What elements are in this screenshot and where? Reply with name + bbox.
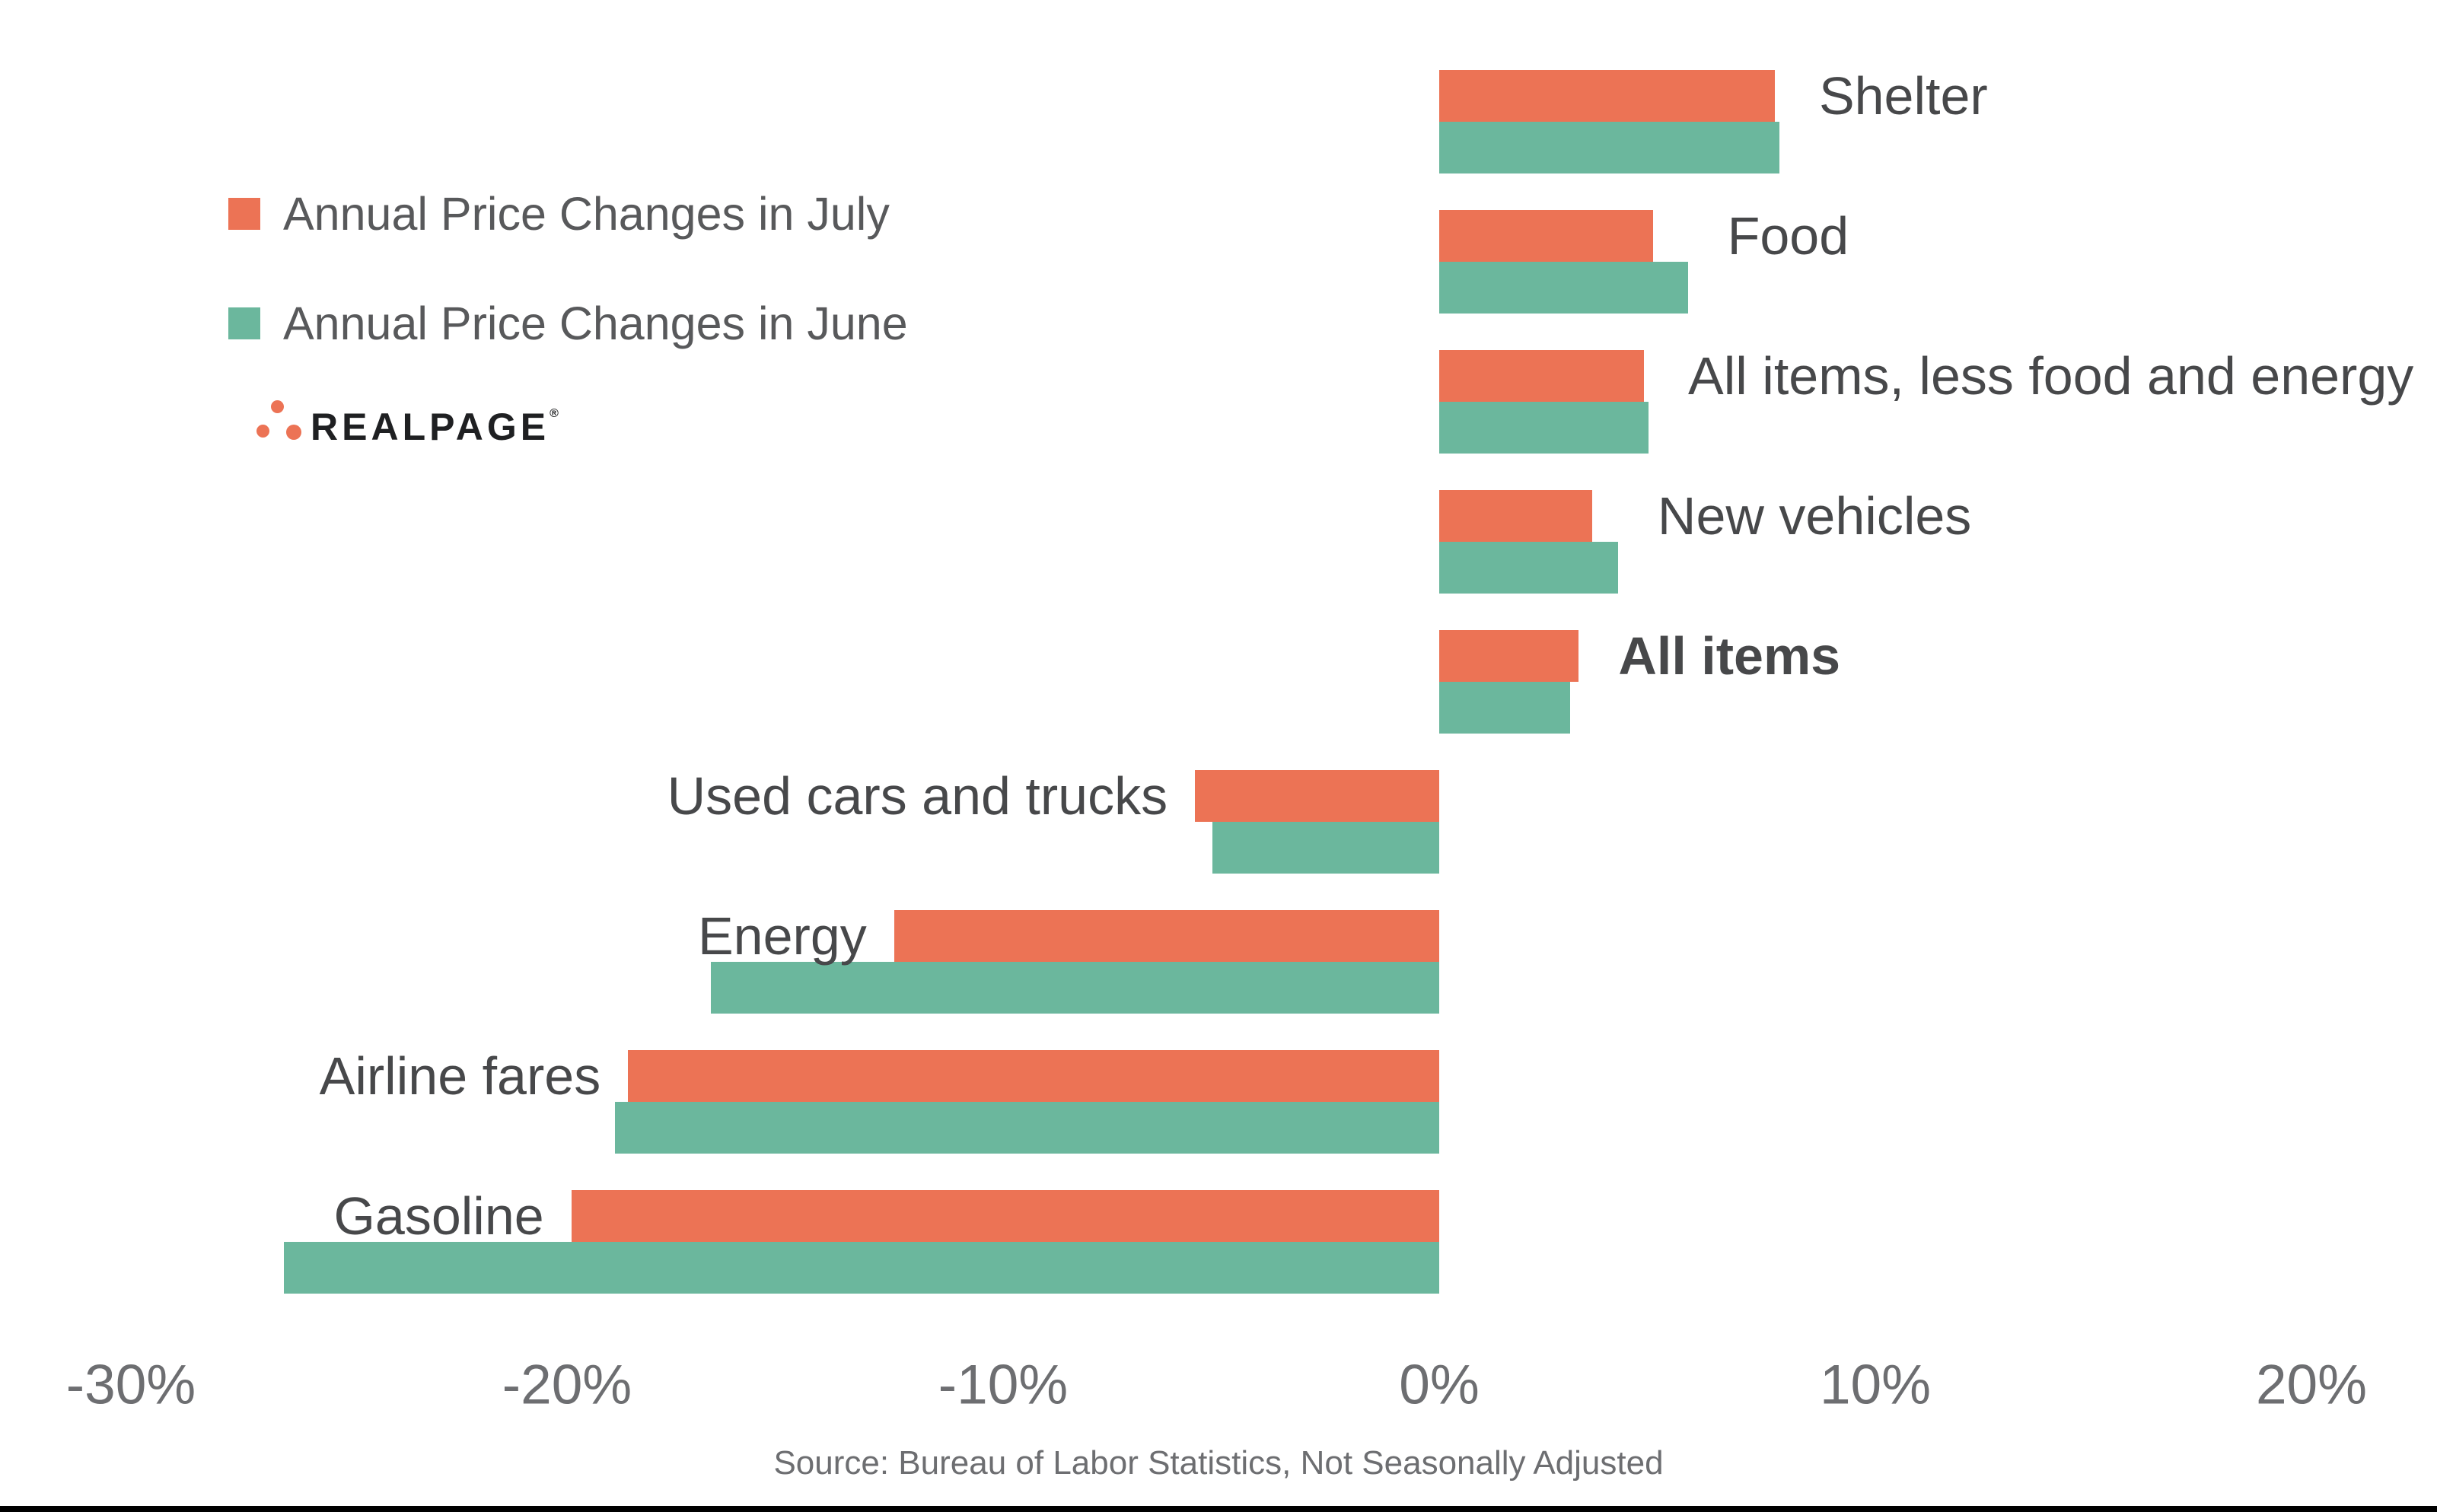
category-label-energy: Energy <box>697 906 867 966</box>
category-label-airline-fares: Airline fares <box>319 1046 601 1106</box>
bar-june-new-vehicles <box>1439 542 1618 594</box>
category-label-shelter: Shelter <box>1818 66 1988 126</box>
bar-june-energy <box>711 962 1439 1014</box>
bar-june-food <box>1439 262 1688 314</box>
bar-june-shelter <box>1439 122 1779 173</box>
category-label-food: Food <box>1727 206 1849 266</box>
category-label-new-vehicles: New vehicles <box>1657 486 1972 546</box>
logo-wordmark: REALPAGE® <box>311 406 559 448</box>
bar-july-all-items-less-food-and-energy <box>1439 350 1645 402</box>
legend-item-june: Annual Price Changes in June <box>228 297 908 350</box>
category-label-all-items: All items <box>1618 626 1841 686</box>
realpage-logo: REALPAGE® <box>256 394 576 455</box>
bar-july-energy <box>894 910 1439 962</box>
x-tick-neg10pct: -10% <box>938 1354 1069 1416</box>
bar-june-airline-fares <box>615 1102 1439 1154</box>
source-note: Source: Bureau of Labor Statistics, Not … <box>773 1444 1664 1482</box>
bar-july-shelter <box>1439 70 1776 122</box>
registered-trademark-icon: ® <box>550 407 559 420</box>
bar-june-gasoline <box>283 1242 1439 1294</box>
bar-july-food <box>1439 210 1653 262</box>
legend-swatch-june <box>228 307 260 339</box>
legend-swatch-july <box>228 198 260 230</box>
bar-july-all-items <box>1439 630 1579 682</box>
legend-label-june: Annual Price Changes in June <box>283 298 908 349</box>
legend-item-july: Annual Price Changes in July <box>228 187 908 240</box>
logo-dot-icon <box>286 425 301 440</box>
bar-july-used-cars-and-trucks <box>1195 770 1439 822</box>
bottom-border-bar <box>0 1506 2437 1512</box>
x-tick-neg20pct: -20% <box>502 1354 632 1416</box>
bar-june-all-items-less-food-and-energy <box>1439 402 1649 454</box>
bar-july-airline-fares <box>628 1050 1439 1102</box>
x-tick-0pct: 0% <box>1399 1354 1480 1416</box>
x-tick-neg30pct: -30% <box>65 1354 196 1416</box>
legend: Annual Price Changes in July Annual Pric… <box>228 187 908 350</box>
bar-june-all-items <box>1439 682 1570 734</box>
x-tick-10pct: 10% <box>1819 1354 1932 1416</box>
logo-dot-icon <box>271 400 284 413</box>
category-label-gasoline: Gasoline <box>333 1186 544 1246</box>
logo-dot-icon <box>256 425 269 438</box>
bar-july-new-vehicles <box>1439 490 1592 542</box>
category-label-used-cars-and-trucks: Used cars and trucks <box>667 766 1168 826</box>
bar-june-used-cars-and-trucks <box>1212 822 1439 874</box>
x-tick-20pct: 20% <box>2255 1354 2368 1416</box>
bar-july-gasoline <box>571 1190 1439 1242</box>
category-label-all-items-less-food-and-energy: All items, less food and energy <box>1688 346 2414 406</box>
legend-label-july: Annual Price Changes in July <box>283 188 890 240</box>
